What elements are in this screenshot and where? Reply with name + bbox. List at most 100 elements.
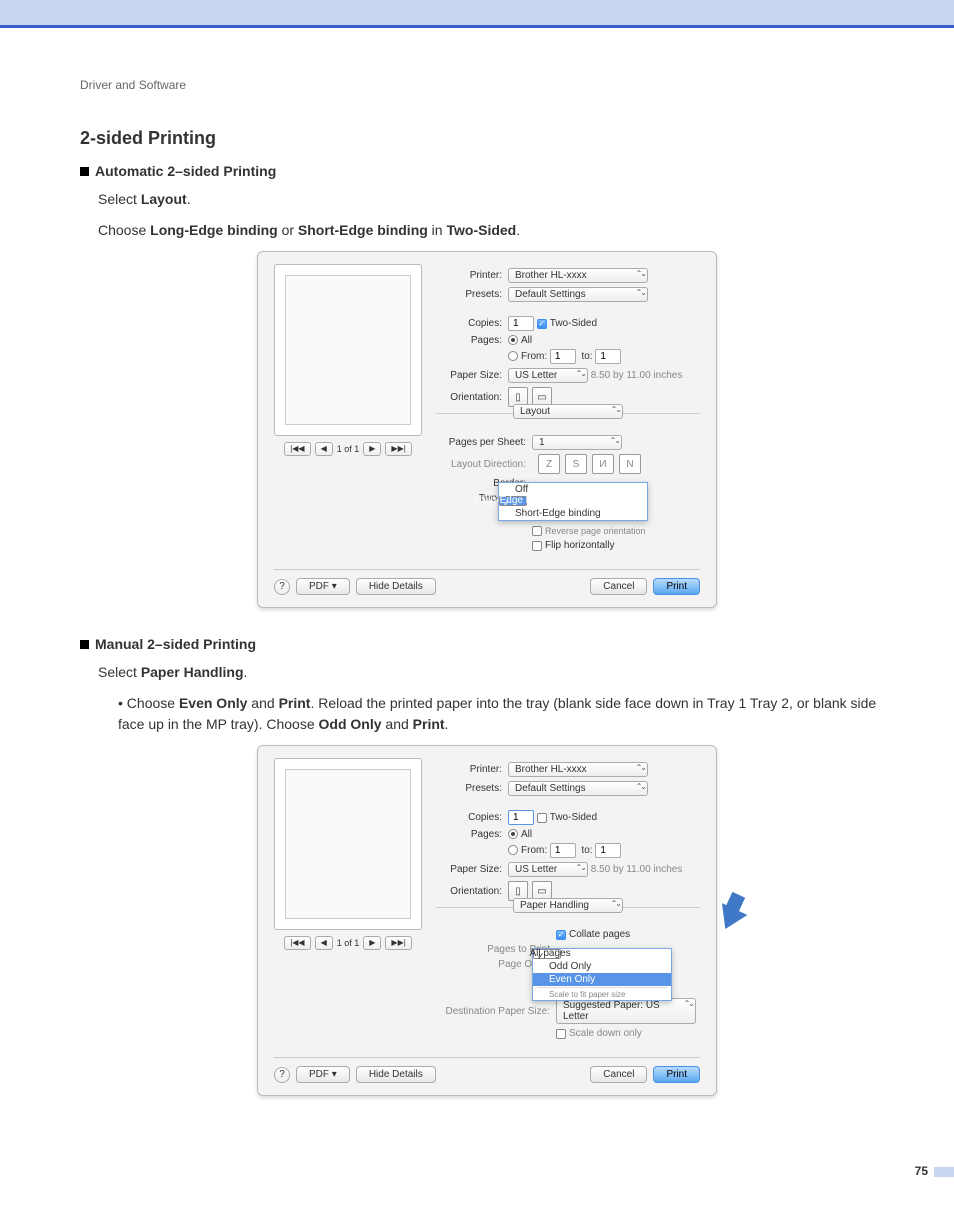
pages-all-label: All: [521, 829, 532, 840]
to-label: to:: [581, 351, 592, 362]
from-input[interactable]: [550, 349, 576, 364]
pages-range-radio[interactable]: [508, 351, 518, 361]
square-bullet-icon: [80, 640, 89, 649]
page-content: Driver and Software 2 2-sided Printing A…: [0, 28, 954, 1188]
to-input[interactable]: [595, 349, 621, 364]
copies-input[interactable]: [508, 316, 534, 331]
orientation-label: Orientation:: [436, 392, 508, 403]
collate-label: Collate pages: [569, 929, 630, 940]
print-preview: [274, 758, 422, 930]
from-input[interactable]: [550, 843, 576, 858]
dps-label: Destination Paper Size:: [436, 1006, 556, 1017]
first-page-button[interactable]: |◀◀: [284, 936, 310, 950]
next-page-button[interactable]: ▶: [363, 936, 381, 950]
from-label: From:: [521, 351, 547, 362]
layout-dir-3[interactable]: И: [592, 454, 614, 474]
last-page-button[interactable]: ▶▶|: [385, 936, 411, 950]
copies-input[interactable]: [508, 810, 534, 825]
two-sided-checkbox[interactable]: [537, 319, 547, 329]
hide-details-button[interactable]: Hide Details: [356, 1066, 436, 1083]
first-page-button[interactable]: |◀◀: [284, 442, 310, 456]
presets-select[interactable]: Default Settings: [508, 287, 648, 302]
flip-checkbox[interactable]: [532, 541, 542, 551]
layout-dir-4[interactable]: N: [619, 454, 641, 474]
preview-column: |◀◀ ◀ 1 of 1 ▶ ▶▶|: [274, 758, 422, 1043]
two-sided-label: Two-Sided: [550, 318, 597, 329]
print-dialog-paper-handling: |◀◀ ◀ 1 of 1 ▶ ▶▶| Printer:Brother HL-xx…: [257, 745, 717, 1096]
opt-all-pages[interactable]: All pages: [533, 949, 561, 959]
section-select[interactable]: Paper Handling: [513, 898, 623, 913]
copies-label: Copies:: [436, 318, 508, 329]
print-preview: [274, 264, 422, 436]
pps-label: Pages per Sheet:: [436, 437, 532, 448]
help-button[interactable]: ?: [274, 579, 290, 595]
layout-dir-1[interactable]: Z: [538, 454, 560, 474]
pages-label: Pages:: [436, 335, 508, 346]
print-button[interactable]: Print: [653, 1066, 700, 1083]
opt-scale-fit[interactable]: Scale to fit paper size: [533, 989, 671, 1000]
papersize-label: Paper Size:: [436, 864, 508, 875]
pdf-button[interactable]: PDF ▾: [296, 578, 350, 595]
prev-page-button[interactable]: ◀: [315, 936, 333, 950]
reverse-checkbox[interactable]: [532, 526, 542, 536]
pager-label: 1 of 1: [337, 938, 360, 948]
papersize-select[interactable]: US Letter: [508, 862, 588, 877]
papersize-dim: 8.50 by 11.00 inches: [591, 864, 683, 875]
opt-even-only[interactable]: Even Only: [533, 973, 671, 986]
opt-odd-only[interactable]: Odd Only: [533, 960, 671, 973]
top-bar: [0, 0, 954, 28]
copies-label: Copies:: [436, 812, 508, 823]
print-button[interactable]: Print: [653, 578, 700, 595]
page-title: 2-sided Printing: [80, 128, 894, 149]
presets-select[interactable]: Default Settings: [508, 781, 648, 796]
to-input[interactable]: [595, 843, 621, 858]
pages-to-print-dropdown[interactable]: All pages Odd Only Even Only Scale to fi…: [532, 948, 672, 1001]
dialog-footer: ? PDF ▾ Hide Details Cancel Print: [274, 569, 700, 595]
pages-all-radio[interactable]: [508, 829, 518, 839]
two-sided-checkbox[interactable]: [537, 813, 547, 823]
preview-column: |◀◀ ◀ 1 of 1 ▶ ▶▶|: [274, 264, 422, 555]
reverse-label: Reverse page orientation: [545, 526, 646, 536]
pages-range-radio[interactable]: [508, 845, 518, 855]
opt-short-edge[interactable]: Short-Edge binding: [499, 507, 647, 520]
pages-all-label: All: [521, 335, 532, 346]
layout-dir-2[interactable]: S: [565, 454, 587, 474]
printer-select[interactable]: Brother HL-xxxx: [508, 762, 648, 777]
help-button[interactable]: ?: [274, 1067, 290, 1083]
pdf-button[interactable]: PDF ▾: [296, 1066, 350, 1083]
dps-select[interactable]: Suggested Paper: US Letter: [556, 998, 696, 1024]
opt-off[interactable]: Off: [499, 483, 647, 496]
flip-label: Flip horizontally: [545, 540, 614, 551]
cancel-button[interactable]: Cancel: [590, 1066, 647, 1083]
manual-heading: Manual 2–sided Printing: [80, 636, 894, 652]
orientation-label: Orientation:: [436, 886, 508, 897]
pages-label: Pages:: [436, 829, 508, 840]
settings-column: Printer:Brother HL-xxxx Presets:Default …: [436, 264, 700, 555]
cancel-button[interactable]: Cancel: [590, 578, 647, 595]
scale-label: Scale down only: [569, 1028, 642, 1039]
pages-all-radio[interactable]: [508, 335, 518, 345]
last-page-button[interactable]: ▶▶|: [385, 442, 411, 456]
opt-long-edge[interactable]: Long-Edge binding: [499, 496, 527, 506]
dialog-footer: ? PDF ▾ Hide Details Cancel Print: [274, 1057, 700, 1083]
to-label: to:: [581, 845, 592, 856]
scale-down-checkbox[interactable]: [556, 1029, 566, 1039]
prev-page-button[interactable]: ◀: [315, 442, 333, 456]
hide-details-button[interactable]: Hide Details: [356, 578, 436, 595]
next-page-button[interactable]: ▶: [363, 442, 381, 456]
page-number: 75: [915, 1164, 954, 1178]
pager-label: 1 of 1: [337, 444, 360, 454]
two-sided-label: Two-Sided: [550, 812, 597, 823]
printer-select[interactable]: Brother HL-xxxx: [508, 268, 648, 283]
auto-line2: Choose Long-Edge binding or Short-Edge b…: [98, 220, 894, 241]
running-header: Driver and Software: [80, 78, 894, 92]
papersize-dim: 8.50 by 11.00 inches: [591, 370, 683, 381]
two-sided-dropdown[interactable]: Off Long-Edge binding Short-Edge binding: [498, 482, 648, 521]
papersize-select[interactable]: US Letter: [508, 368, 588, 383]
printer-label: Printer:: [436, 270, 508, 281]
section-select[interactable]: Layout: [513, 404, 623, 419]
preview-pager: |◀◀ ◀ 1 of 1 ▶ ▶▶|: [274, 936, 422, 950]
square-bullet-icon: [80, 167, 89, 176]
pps-select[interactable]: 1: [532, 435, 622, 450]
collate-checkbox[interactable]: [556, 930, 566, 940]
